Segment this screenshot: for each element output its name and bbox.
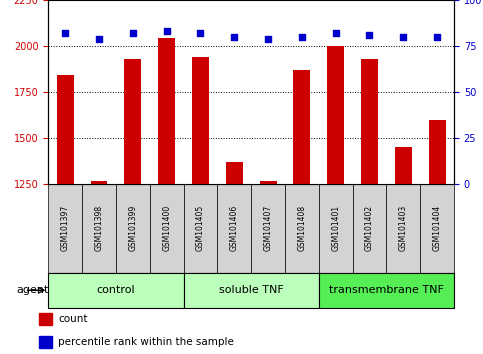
Bar [125, 59, 142, 354]
Bar [57, 75, 74, 354]
Bar [319, 184, 353, 273]
Text: GSM101403: GSM101403 [399, 205, 408, 251]
Point [298, 34, 306, 40]
Point [197, 30, 204, 36]
Text: transmembrane TNF: transmembrane TNF [329, 285, 444, 295]
Bar [116, 184, 150, 273]
Bar [361, 59, 378, 354]
Bar [327, 46, 344, 354]
Bar [294, 70, 311, 354]
Text: GSM101399: GSM101399 [128, 205, 137, 251]
Point [366, 32, 373, 38]
Bar [319, 273, 454, 308]
Point [129, 30, 137, 36]
Bar [48, 184, 82, 273]
Text: GSM101407: GSM101407 [264, 205, 272, 251]
Bar [395, 147, 412, 354]
Bar [39, 336, 52, 348]
Bar [285, 184, 319, 273]
Bar [192, 57, 209, 354]
Text: GSM101397: GSM101397 [61, 205, 70, 251]
Text: GSM101402: GSM101402 [365, 205, 374, 251]
Text: GSM101401: GSM101401 [331, 205, 340, 251]
Text: percentile rank within the sample: percentile rank within the sample [58, 337, 234, 347]
Bar [251, 184, 285, 273]
Point [399, 34, 407, 40]
Point [163, 28, 170, 34]
Text: agent: agent [16, 285, 48, 295]
Bar [158, 38, 175, 354]
Text: GSM101398: GSM101398 [95, 205, 103, 251]
Text: GSM101405: GSM101405 [196, 205, 205, 251]
Bar [353, 184, 386, 273]
Bar [39, 313, 52, 325]
Bar [260, 181, 277, 354]
Point [61, 30, 69, 36]
Text: GSM101400: GSM101400 [162, 205, 171, 251]
Text: count: count [58, 314, 87, 324]
Point [95, 36, 103, 41]
Bar [91, 181, 108, 354]
Bar [386, 184, 420, 273]
Point [433, 34, 441, 40]
Point [264, 36, 272, 41]
Text: GSM101406: GSM101406 [230, 205, 239, 251]
Bar [420, 184, 454, 273]
Bar [226, 162, 243, 354]
Text: soluble TNF: soluble TNF [219, 285, 284, 295]
Text: GSM101408: GSM101408 [298, 205, 306, 251]
Bar [48, 273, 184, 308]
Point [332, 30, 340, 36]
Bar [82, 184, 116, 273]
Bar [429, 120, 446, 354]
Text: control: control [97, 285, 135, 295]
Text: GSM101404: GSM101404 [433, 205, 441, 251]
Bar [184, 273, 319, 308]
Bar [217, 184, 251, 273]
Point [230, 34, 238, 40]
Bar [150, 184, 184, 273]
Bar [184, 184, 217, 273]
